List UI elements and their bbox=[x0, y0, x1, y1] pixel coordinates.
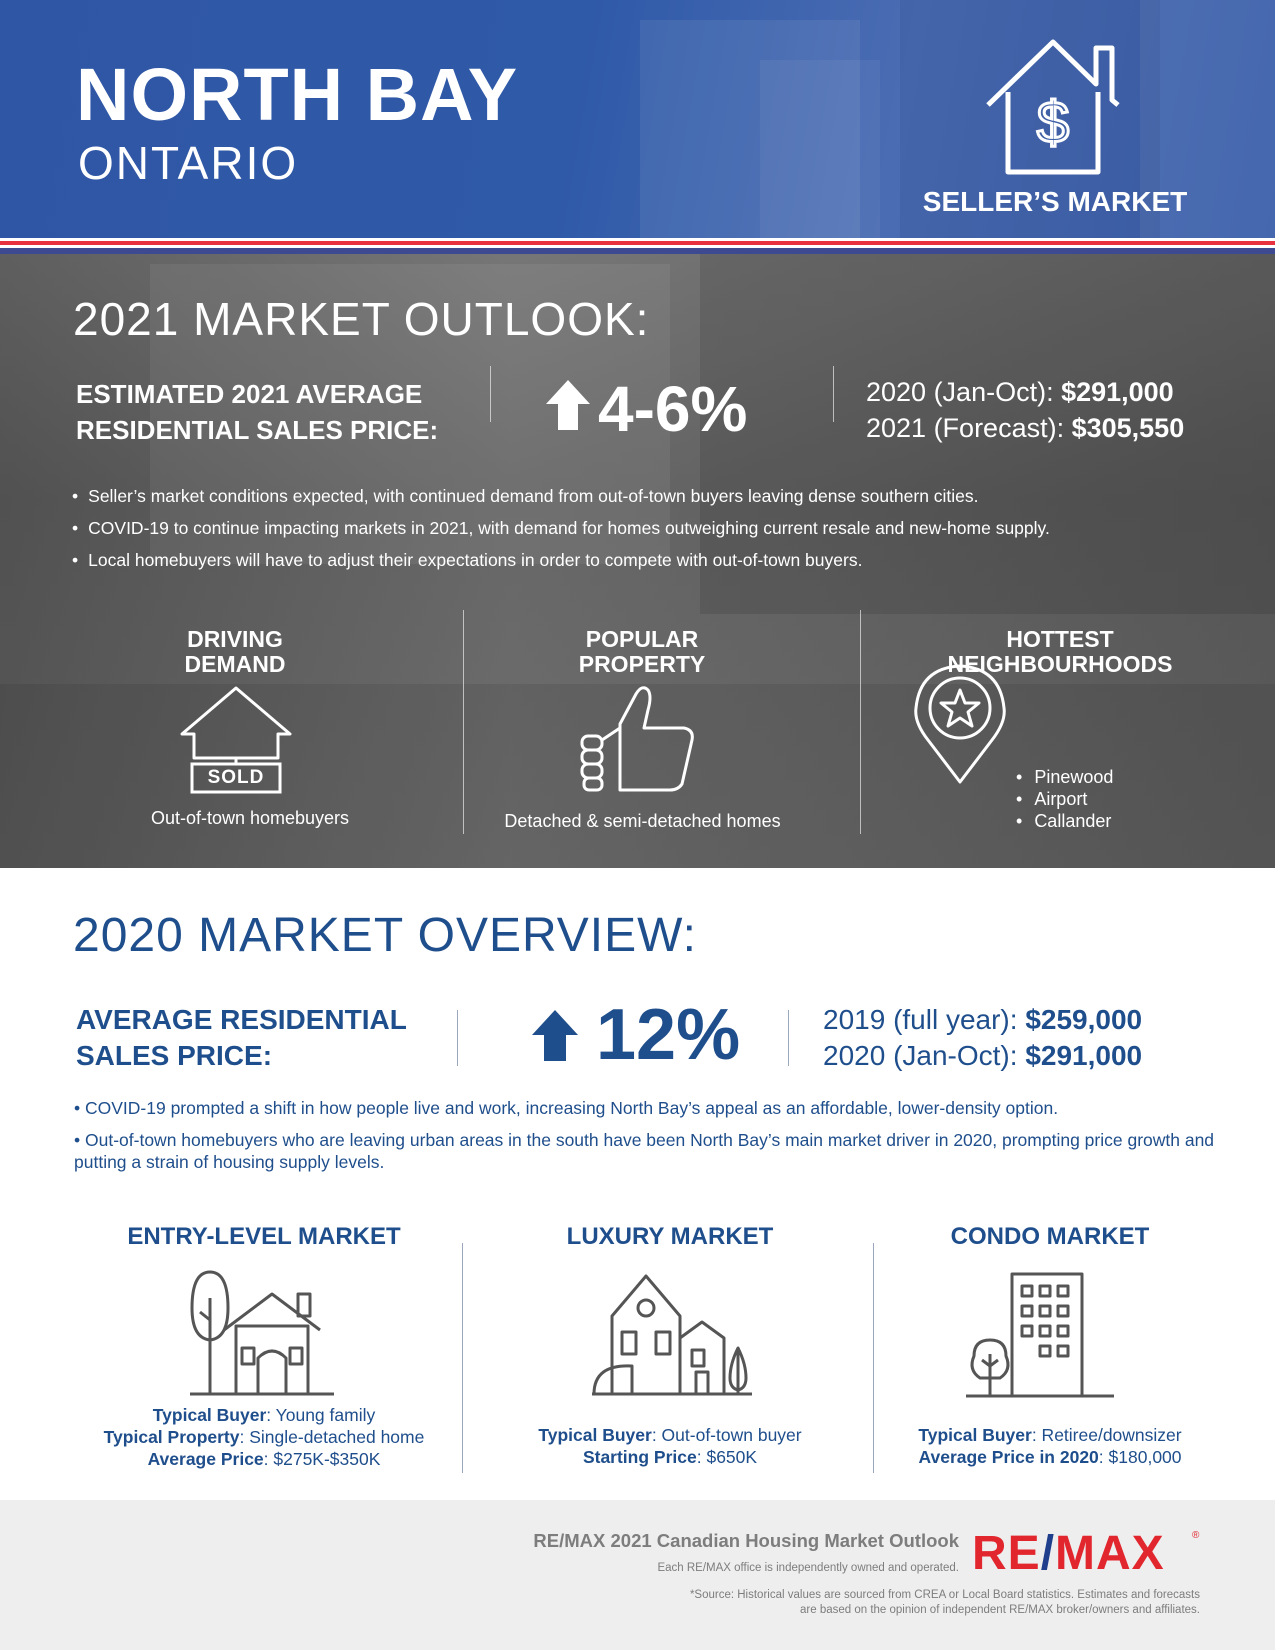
overview-title: 2020 MARKET OVERVIEW: bbox=[73, 909, 697, 962]
divider bbox=[462, 1243, 463, 1473]
footer: RE/MAX 2021 Canadian Housing Market Outl… bbox=[0, 1500, 1275, 1650]
overview-bullets: COVID-19 prompted a shift in how people … bbox=[74, 1097, 1224, 1183]
svg-text:$: $ bbox=[1037, 90, 1069, 155]
info-value: : Single-detached home bbox=[239, 1427, 425, 1447]
house-dollar-icon: $ bbox=[986, 39, 1120, 175]
header-banner bbox=[0, 0, 1275, 238]
list-item: Airport bbox=[1016, 788, 1113, 810]
outlook-price-label: ESTIMATED 2021 AVERAGE RESIDENTIAL SALES… bbox=[76, 376, 438, 448]
price-value: $259,000 bbox=[1025, 1004, 1143, 1035]
divider bbox=[463, 610, 464, 834]
logo-text: RE bbox=[972, 1527, 1041, 1580]
divider bbox=[457, 1010, 458, 1066]
entry-market-title: ENTRY-LEVEL MARKET bbox=[127, 1223, 401, 1250]
info-key: Starting Price bbox=[582, 1447, 697, 1467]
info-key: Typical Buyer bbox=[918, 1425, 1032, 1445]
sold-sign-label: SOLD bbox=[207, 767, 265, 788]
info-key: Typical Buyer bbox=[152, 1405, 267, 1425]
header-stripe bbox=[0, 238, 1275, 254]
info-key: Typical Property bbox=[103, 1427, 240, 1447]
divider bbox=[860, 610, 861, 834]
outlook-change-percent: 4-6% bbox=[598, 373, 748, 445]
driving-demand-title: DRIVING DEMAND bbox=[120, 627, 350, 677]
logo-slash: / bbox=[1040, 1527, 1056, 1580]
divider bbox=[873, 1243, 874, 1473]
footer-source: *Source: Historical values are sourced f… bbox=[500, 1588, 1200, 1618]
popular-property-title: POPULAR PROPERTY bbox=[527, 627, 757, 677]
outlook-title: 2021 MARKET OUTLOOK: bbox=[73, 293, 650, 345]
driving-demand-caption: Out-of-town homebuyers bbox=[150, 808, 350, 828]
divider bbox=[833, 366, 834, 422]
price-value: $291,000 bbox=[1061, 377, 1174, 407]
info-key: Typical Buyer bbox=[538, 1425, 652, 1445]
overview-price-label: AVERAGE RESIDENTIAL SALES PRICE: bbox=[76, 1002, 407, 1074]
source-line: are based on the opinion of independent … bbox=[800, 1604, 1200, 1616]
luxury-house-icon bbox=[592, 1274, 752, 1396]
province-name: ONTARIO bbox=[78, 137, 299, 189]
price-label: 2021 (Forecast): bbox=[866, 413, 1072, 443]
luxury-market-info: Typical Buyer: Out-of-town buyer Startin… bbox=[470, 1424, 870, 1468]
info-key: Average Price in 2020 bbox=[918, 1447, 1099, 1467]
footer-title: RE/MAX 2021 Canadian Housing Market Outl… bbox=[533, 1530, 959, 1551]
house-tree-icon bbox=[190, 1270, 334, 1396]
outlook-prices: 2020 (Jan-Oct): $291,000 2021 (Forecast)… bbox=[866, 374, 1184, 446]
market-type-label: SELLER’S MARKET bbox=[922, 186, 1188, 217]
remax-logo: RE/MAX bbox=[972, 1526, 1165, 1581]
price-label: 2020 (Jan-Oct): bbox=[823, 1040, 1026, 1071]
info-value: : Out-of-town buyer bbox=[651, 1425, 802, 1445]
condo-building-icon bbox=[966, 1272, 1114, 1398]
overview-label-line1: AVERAGE RESIDENTIAL bbox=[76, 1004, 407, 1035]
city-name: NORTH BAY bbox=[76, 53, 519, 136]
source-line: *Source: Historical values are sourced f… bbox=[689, 1589, 1200, 1601]
up-arrow-icon bbox=[532, 1010, 578, 1061]
price-value: $291,000 bbox=[1025, 1040, 1143, 1071]
outlook-section: 2021 MARKET OUTLOOK: ESTIMATED 2021 AVER… bbox=[0, 254, 1275, 868]
luxury-market-title: LUXURY MARKET bbox=[566, 1223, 774, 1250]
registered-mark: ® bbox=[1192, 1530, 1200, 1541]
divider bbox=[490, 366, 491, 422]
map-pin-star-icon bbox=[914, 664, 1006, 784]
list-item: Seller’s market conditions expected, wit… bbox=[72, 486, 1222, 507]
title-line: DRIVING bbox=[187, 626, 283, 652]
info-value: : Young family bbox=[266, 1405, 376, 1425]
list-item: Callander bbox=[1016, 810, 1113, 832]
list-item: Local homebuyers will have to adjust the… bbox=[72, 550, 1222, 571]
neighbourhood-list: Pinewood Airport Callander bbox=[1016, 766, 1113, 832]
title-line: HOTTEST bbox=[1006, 626, 1114, 652]
overview-prices: 2019 (full year): $259,000 2020 (Jan-Oct… bbox=[823, 1002, 1142, 1074]
logo-text: MAX bbox=[1055, 1527, 1165, 1580]
overview-change-percent: 12% bbox=[596, 995, 741, 1075]
divider bbox=[788, 1010, 789, 1066]
price-label: 2020 (Jan-Oct): bbox=[866, 377, 1062, 407]
outlook-bullets: Seller’s market conditions expected, wit… bbox=[72, 486, 1222, 582]
popular-property-caption: Detached & semi-detached homes bbox=[504, 811, 781, 831]
hottest-neighbourhoods-title: HOTTEST NEIGHBOURHOODS bbox=[900, 627, 1220, 677]
title-line: POPULAR bbox=[585, 626, 699, 652]
outlook-label-line1: ESTIMATED 2021 AVERAGE bbox=[76, 379, 423, 409]
list-item: COVID-19 to continue impacting markets i… bbox=[72, 518, 1222, 539]
price-value: $305,550 bbox=[1071, 413, 1185, 443]
entry-market-info: Typical Buyer: Young family Typical Prop… bbox=[64, 1404, 464, 1470]
thumbs-up-icon bbox=[580, 686, 694, 792]
list-item: Out-of-town homebuyers who are leaving u… bbox=[74, 1129, 1224, 1173]
info-value: : $275K-$350K bbox=[263, 1449, 381, 1469]
title-line: DEMAND bbox=[184, 651, 286, 677]
info-value: : $650K bbox=[696, 1447, 758, 1467]
condo-market-info: Typical Buyer: Retiree/downsizer Average… bbox=[850, 1424, 1250, 1468]
info-value: : $180,000 bbox=[1098, 1447, 1182, 1467]
title-line: PROPERTY bbox=[578, 651, 706, 677]
list-item: COVID-19 prompted a shift in how people … bbox=[74, 1097, 1224, 1119]
sold-house-icon bbox=[180, 686, 292, 794]
footer-subtitle: Each RE/MAX office is independently owne… bbox=[657, 1562, 959, 1574]
condo-market-title: CONDO MARKET bbox=[950, 1223, 1150, 1250]
list-item: Pinewood bbox=[1016, 766, 1113, 788]
info-key: Average Price bbox=[147, 1449, 264, 1469]
up-arrow-icon bbox=[546, 380, 590, 430]
price-label: 2019 (full year): bbox=[823, 1004, 1026, 1035]
info-value: : Retiree/downsizer bbox=[1031, 1425, 1182, 1445]
outlook-label-line2: RESIDENTIAL SALES PRICE: bbox=[76, 415, 439, 445]
overview-label-line2: SALES PRICE: bbox=[76, 1040, 273, 1071]
